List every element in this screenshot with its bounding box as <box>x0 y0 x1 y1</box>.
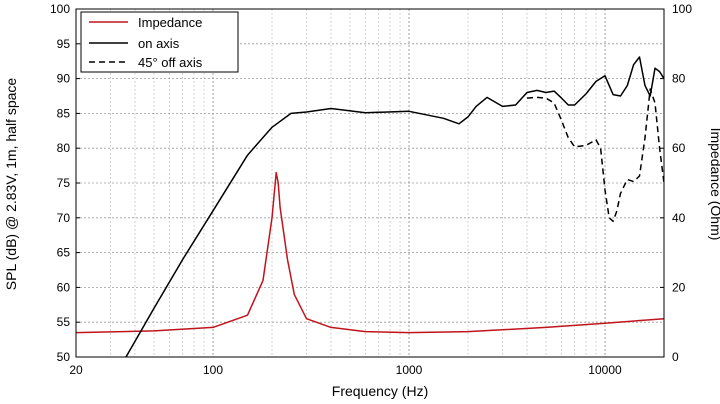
ticks: 20 100 1000 1000050556065707580859095100020… <box>50 2 692 377</box>
y2-tick-label: 100 <box>672 2 692 16</box>
y-tick-label: 95 <box>57 37 71 51</box>
y2-axis-title: Impedance (Ohm) <box>708 128 720 241</box>
x-tick-label: 100 <box>203 363 223 377</box>
series-line-impedance <box>75 171 665 334</box>
y2-tick-label: 60 <box>672 141 686 155</box>
x-tick-label: 1000 <box>396 363 423 377</box>
y2-tick-label: 20 <box>672 280 686 294</box>
y-tick-label: 100 <box>50 2 70 16</box>
x-tick-label: 20 <box>69 363 83 377</box>
legend-label-impedance: Impedance <box>138 15 202 30</box>
y-tick-label: 75 <box>57 176 71 190</box>
y2-tick-label: 0 <box>672 350 679 364</box>
legend-label-on-axis: on axis <box>138 36 180 51</box>
y-tick-label: 70 <box>57 211 71 225</box>
legend-label-off-axis: 45° off axis <box>138 55 203 70</box>
y-tick-label: 60 <box>57 280 71 294</box>
y-axis-title: SPL (dB) @ 2.83V, 1m, half space <box>3 78 19 291</box>
legend: Impedance on axis 45° off axis <box>80 11 239 73</box>
x-axis-title: Frequency (Hz) <box>332 383 428 399</box>
y-tick-label: 50 <box>57 350 71 364</box>
y-tick-label: 85 <box>57 106 71 120</box>
series-layer <box>75 56 665 358</box>
y-tick-label: 80 <box>57 141 71 155</box>
x-tick-label: 10000 <box>588 363 622 377</box>
y-tick-label: 55 <box>57 315 71 329</box>
series-line-45-off-axis <box>526 88 665 223</box>
series-line-on-axis <box>125 56 665 358</box>
y2-tick-label: 80 <box>672 72 686 86</box>
y-tick-label: 65 <box>57 246 71 260</box>
y-tick-label: 90 <box>57 72 71 86</box>
y2-tick-label: 40 <box>672 211 686 225</box>
